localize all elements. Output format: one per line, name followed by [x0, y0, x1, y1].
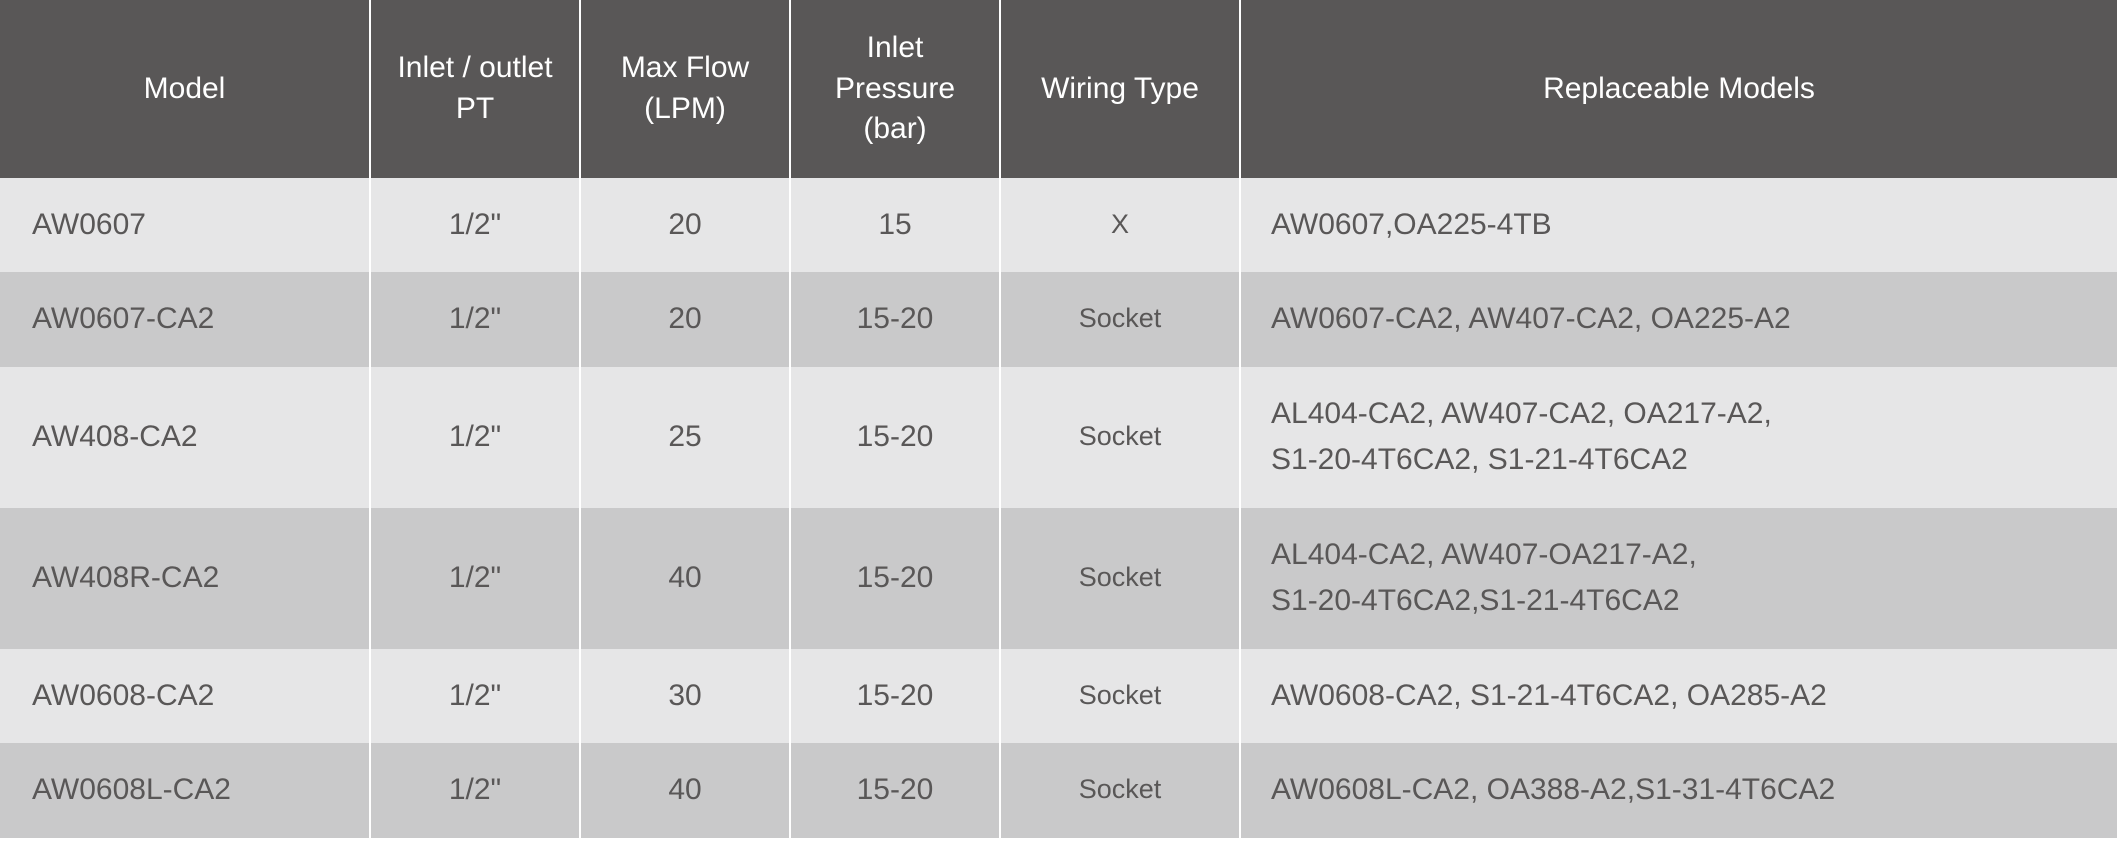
cell-wiring: X [1000, 178, 1240, 273]
cell-pressure: 15-20 [790, 272, 1000, 367]
table-header: Model Inlet / outletPT Max Flow(LPM) Inl… [0, 0, 2117, 178]
cell-model: AW0607-CA2 [0, 272, 370, 367]
cell-wiring: Socket [1000, 508, 1240, 649]
cell-pressure: 15-20 [790, 508, 1000, 649]
cell-model: AW0607 [0, 178, 370, 273]
cell-inlet: 1/2" [370, 367, 580, 508]
cell-replaceable: AW0608-CA2, S1-21-4T6CA2, OA285-A2 [1240, 649, 2117, 744]
cell-flow: 25 [580, 367, 790, 508]
table-row: AW0607-CA21/2"2015-20SocketAW0607-CA2, A… [0, 272, 2117, 367]
cell-pressure: 15-20 [790, 743, 1000, 838]
cell-wiring: Socket [1000, 367, 1240, 508]
cell-flow: 40 [580, 743, 790, 838]
col-header-flow: Max Flow(LPM) [580, 0, 790, 178]
cell-flow: 40 [580, 508, 790, 649]
cell-pressure: 15-20 [790, 649, 1000, 744]
cell-replaceable: AW0607-CA2, AW407-CA2, OA225-A2 [1240, 272, 2117, 367]
col-header-inlet: Inlet / outletPT [370, 0, 580, 178]
cell-inlet: 1/2" [370, 178, 580, 273]
cell-model: AW408R-CA2 [0, 508, 370, 649]
table-row: AW06071/2"2015XAW0607,OA225-4TB [0, 178, 2117, 273]
cell-model: AW0608L-CA2 [0, 743, 370, 838]
cell-model: AW408-CA2 [0, 367, 370, 508]
cell-flow: 20 [580, 178, 790, 273]
col-header-wiring: Wiring Type [1000, 0, 1240, 178]
cell-inlet: 1/2" [370, 743, 580, 838]
cell-flow: 30 [580, 649, 790, 744]
cell-wiring: Socket [1000, 743, 1240, 838]
table-row: AW0608-CA21/2"3015-20SocketAW0608-CA2, S… [0, 649, 2117, 744]
cell-replaceable: AL404-CA2, AW407-OA217-A2,S1-20-4T6CA2,S… [1240, 508, 2117, 649]
cell-pressure: 15-20 [790, 367, 1000, 508]
cell-replaceable: AW0608L-CA2, OA388-A2,S1-31-4T6CA2 [1240, 743, 2117, 838]
cell-wiring: Socket [1000, 272, 1240, 367]
table-body: AW06071/2"2015XAW0607,OA225-4TBAW0607-CA… [0, 178, 2117, 838]
table-row: AW0608L-CA21/2"4015-20SocketAW0608L-CA2,… [0, 743, 2117, 838]
col-header-replaceable: Replaceable Models [1240, 0, 2117, 178]
cell-inlet: 1/2" [370, 508, 580, 649]
cell-flow: 20 [580, 272, 790, 367]
cell-inlet: 1/2" [370, 649, 580, 744]
cell-inlet: 1/2" [370, 272, 580, 367]
col-header-model: Model [0, 0, 370, 178]
cell-model: AW0608-CA2 [0, 649, 370, 744]
cell-wiring: Socket [1000, 649, 1240, 744]
spec-table: Model Inlet / outletPT Max Flow(LPM) Inl… [0, 0, 2117, 838]
col-header-pressure: Inlet Pressure(bar) [790, 0, 1000, 178]
cell-replaceable: AW0607,OA225-4TB [1240, 178, 2117, 273]
table-row: AW408R-CA21/2"4015-20SocketAL404-CA2, AW… [0, 508, 2117, 649]
cell-pressure: 15 [790, 178, 1000, 273]
cell-replaceable: AL404-CA2, AW407-CA2, OA217-A2,S1-20-4T6… [1240, 367, 2117, 508]
table-row: AW408-CA21/2"2515-20SocketAL404-CA2, AW4… [0, 367, 2117, 508]
